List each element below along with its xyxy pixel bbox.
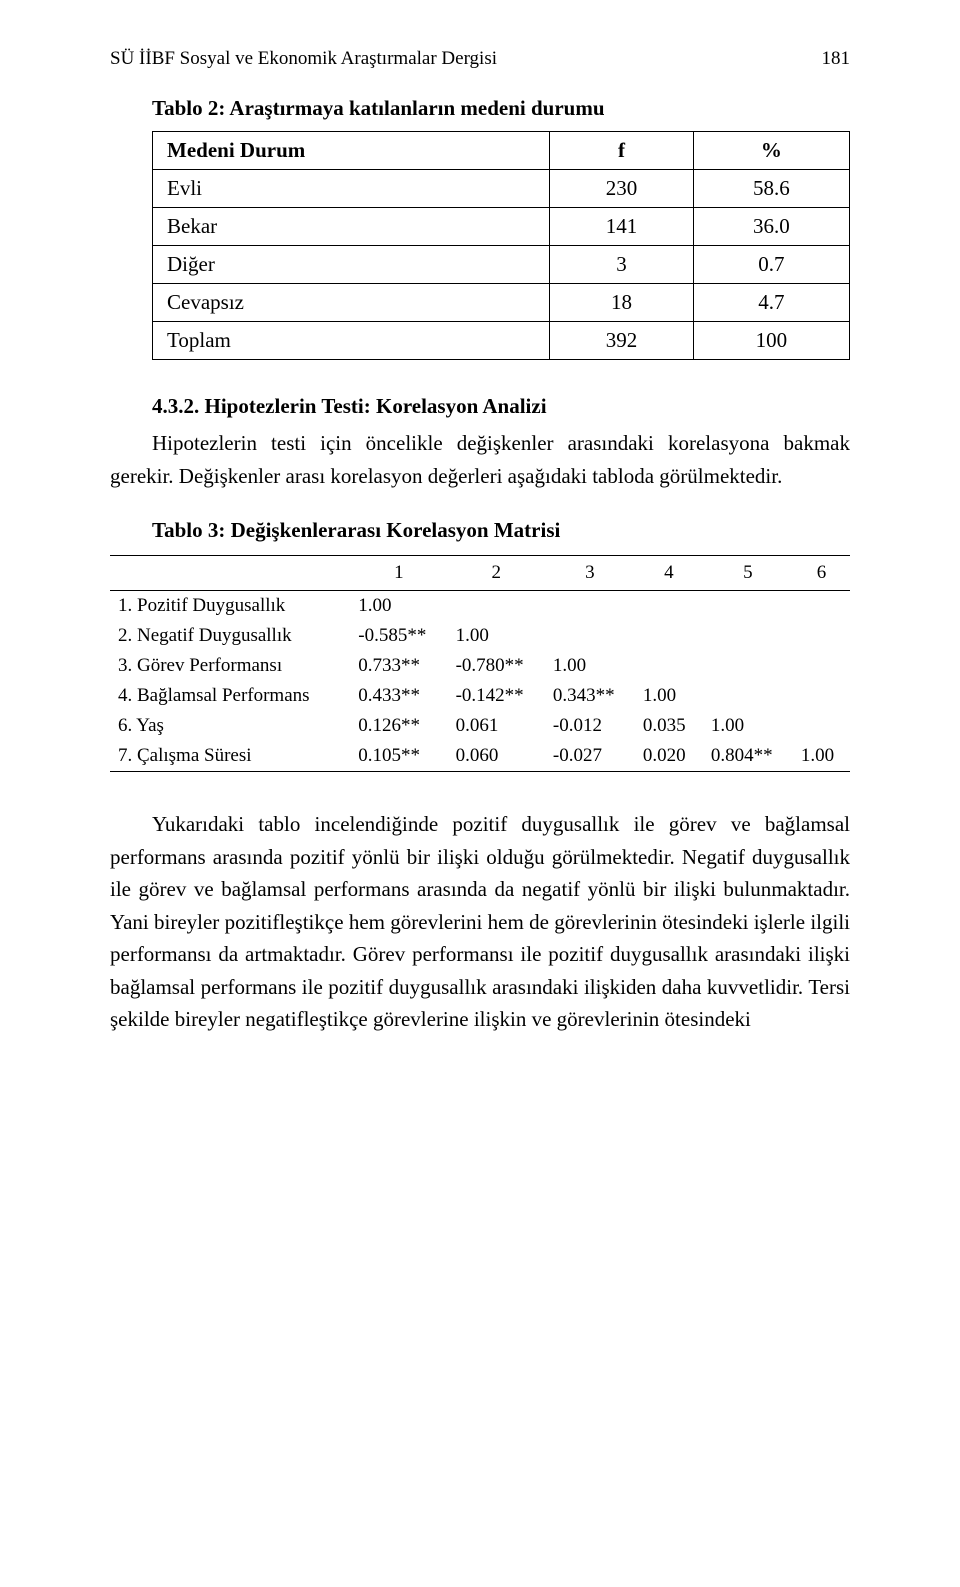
table3-header-row: 1 2 3 4 5 6 <box>110 556 850 591</box>
table3-cell: 0.105** <box>350 741 447 772</box>
table3-row: 2. Negatif Duygusallık -0.585** 1.00 <box>110 621 850 651</box>
table2-row: Evli 230 58.6 <box>153 170 850 208</box>
table3-cell <box>703 651 793 681</box>
table2-cell: 392 <box>550 322 694 360</box>
table2-cell: 36.0 <box>693 208 849 246</box>
table3-cell <box>545 591 635 622</box>
table3-cell: 0.343** <box>545 681 635 711</box>
table2-cell: 58.6 <box>693 170 849 208</box>
table3-cell <box>448 591 545 622</box>
page: SÜ İİBF Sosyal ve Ekonomik Araştırmalar … <box>0 0 960 1122</box>
table3-cell: 0.020 <box>635 741 703 772</box>
table3-cell: 1.00 <box>350 591 447 622</box>
section-paragraph: Hipotezlerin testi için öncelikle değişk… <box>110 427 850 492</box>
table2-header-row: Medeni Durum f % <box>153 132 850 170</box>
table2-cell: Bekar <box>153 208 550 246</box>
discussion-paragraph: Yukarıdaki tablo incelendiğinde pozitif … <box>110 808 850 1036</box>
table2-row: Cevapsız 18 4.7 <box>153 284 850 322</box>
table3-cell: 0.804** <box>703 741 793 772</box>
table3-cell: 0.035 <box>635 711 703 741</box>
table2-cell: 4.7 <box>693 284 849 322</box>
table3-cell <box>703 681 793 711</box>
table3-cell <box>793 711 850 741</box>
table3-cell: -0.780** <box>448 651 545 681</box>
table3-col: 4 <box>635 556 703 591</box>
page-number: 181 <box>822 48 851 70</box>
table3-col: 2 <box>448 556 545 591</box>
table3-cell <box>793 591 850 622</box>
table3-cell: -0.585** <box>350 621 447 651</box>
table2-col-f: f <box>550 132 694 170</box>
table3-col: 3 <box>545 556 635 591</box>
table3-cell: 0.733** <box>350 651 447 681</box>
table3-cell: 0.126** <box>350 711 447 741</box>
table2-cell: Cevapsız <box>153 284 550 322</box>
table3-cell <box>545 621 635 651</box>
table3-cell: 1.00 <box>635 681 703 711</box>
table2-cell: 18 <box>550 284 694 322</box>
table3-col: 5 <box>703 556 793 591</box>
table3-cell: -0.027 <box>545 741 635 772</box>
table2-col-label: Medeni Durum <box>153 132 550 170</box>
table2-cell: 141 <box>550 208 694 246</box>
table2-caption: Tablo 2: Araştırmaya katılanların medeni… <box>152 96 850 121</box>
table3-cell: -0.012 <box>545 711 635 741</box>
table3: 1 2 3 4 5 6 1. Pozitif Duygusallık 1.00 … <box>110 555 850 772</box>
table3-row: 1. Pozitif Duygusallık 1.00 <box>110 591 850 622</box>
table2: Medeni Durum f % Evli 230 58.6 Bekar 141… <box>152 131 850 360</box>
page-header: SÜ İİBF Sosyal ve Ekonomik Araştırmalar … <box>110 48 850 70</box>
table3-row: 3. Görev Performansı 0.733** -0.780** 1.… <box>110 651 850 681</box>
table3-cell: -0.142** <box>448 681 545 711</box>
table2-col-pct: % <box>693 132 849 170</box>
table2-cell: Diğer <box>153 246 550 284</box>
table3-caption: Tablo 3: Değişkenlerarası Korelasyon Mat… <box>152 518 850 543</box>
section-heading: 4.3.2. Hipotezlerin Testi: Korelasyon An… <box>152 394 850 419</box>
table3-col: 1 <box>350 556 447 591</box>
table3-col-empty <box>110 556 350 591</box>
table3-cell: 1.00 <box>793 741 850 772</box>
table3-row: 6. Yaş 0.126** 0.061 -0.012 0.035 1.00 <box>110 711 850 741</box>
table3-row: 4. Bağlamsal Performans 0.433** -0.142**… <box>110 681 850 711</box>
table3-label: 7. Çalışma Süresi <box>110 741 350 772</box>
table3-label: 4. Bağlamsal Performans <box>110 681 350 711</box>
table3-col: 6 <box>793 556 850 591</box>
table3-cell: 1.00 <box>703 711 793 741</box>
table3-cell <box>793 681 850 711</box>
table2-cell: Toplam <box>153 322 550 360</box>
table2-cell: 0.7 <box>693 246 849 284</box>
table3-cell <box>635 621 703 651</box>
table3-label: 2. Negatif Duygusallık <box>110 621 350 651</box>
table3-cell <box>703 591 793 622</box>
table3-cell: 0.061 <box>448 711 545 741</box>
table3-cell: 1.00 <box>448 621 545 651</box>
table3-cell <box>635 591 703 622</box>
table2-cell: 3 <box>550 246 694 284</box>
table3-cell <box>793 651 850 681</box>
table3-cell <box>793 621 850 651</box>
table3-cell <box>635 651 703 681</box>
table3-row: 7. Çalışma Süresi 0.105** 0.060 -0.027 0… <box>110 741 850 772</box>
table3-cell <box>703 621 793 651</box>
table3-label: 1. Pozitif Duygusallık <box>110 591 350 622</box>
table3-cell: 0.433** <box>350 681 447 711</box>
table3-label: 3. Görev Performansı <box>110 651 350 681</box>
table2-cell: Evli <box>153 170 550 208</box>
table2-row: Bekar 141 36.0 <box>153 208 850 246</box>
table2-cell: 100 <box>693 322 849 360</box>
journal-title: SÜ İİBF Sosyal ve Ekonomik Araştırmalar … <box>110 48 497 70</box>
table3-cell: 0.060 <box>448 741 545 772</box>
table2-row: Diğer 3 0.7 <box>153 246 850 284</box>
table2-cell: 230 <box>550 170 694 208</box>
table2-row: Toplam 392 100 <box>153 322 850 360</box>
table3-cell: 1.00 <box>545 651 635 681</box>
table3-label: 6. Yaş <box>110 711 350 741</box>
